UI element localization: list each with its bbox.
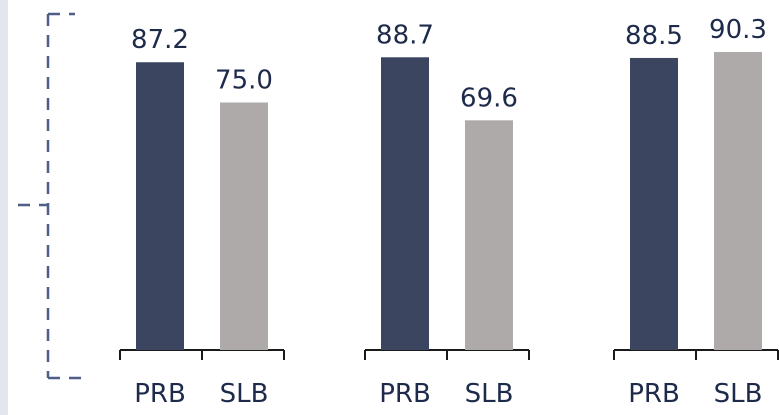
x-tick-label: PRB [134, 379, 186, 409]
chart-marks: 87.2 PRB 75.0 SLB 88.7 PRB 69.6 SLB 88.5 PRB 90.3 S… [119, 15, 779, 409]
x-tick-label: SLB [714, 379, 763, 409]
data-label: 87.2 [131, 25, 189, 55]
bar-prb [136, 62, 184, 351]
left-margin-strip [0, 0, 8, 415]
data-label: 69.6 [460, 83, 518, 113]
bar-slb [465, 120, 513, 350]
x-tick-label: PRB [379, 379, 431, 409]
data-label: 88.7 [376, 20, 434, 50]
bar-prb [381, 57, 429, 350]
x-tick-label: SLB [220, 379, 269, 409]
bar-slb [220, 102, 268, 350]
data-label: 90.3 [709, 15, 767, 45]
bar-slb [714, 52, 762, 350]
data-label: 75.0 [215, 66, 273, 96]
x-tick-label: SLB [465, 379, 514, 409]
x-tick-label: PRB [628, 379, 680, 409]
y-range-bracket [18, 12, 86, 380]
bar-prb [630, 57, 678, 350]
data-label: 88.5 [625, 21, 683, 51]
